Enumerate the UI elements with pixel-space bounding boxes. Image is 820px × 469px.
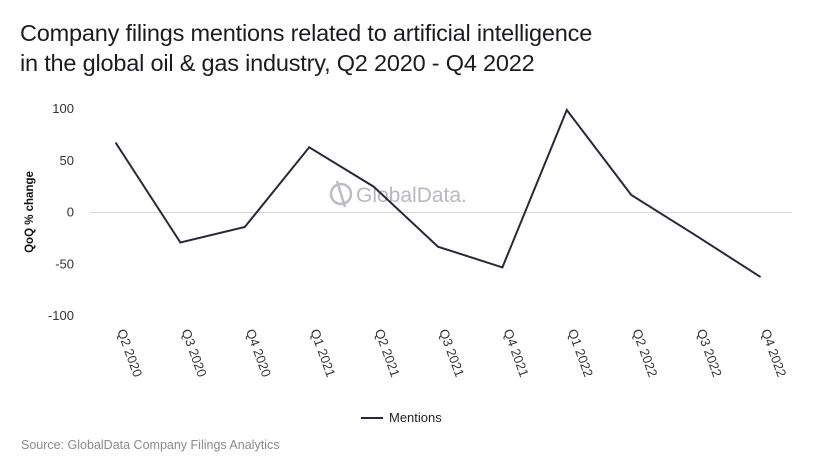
x-tick-label: Q3 2021 — [436, 327, 467, 379]
data-point — [565, 109, 568, 111]
legend-label-mentions: Mentions — [389, 410, 442, 425]
y-tick-label: 100 — [52, 101, 74, 116]
y-axis-label: QoQ % change — [24, 171, 36, 253]
legend-swatch-mentions — [361, 416, 383, 419]
x-tick-label: Q3 2022 — [694, 327, 725, 379]
x-tick-label: Q1 2022 — [565, 327, 596, 379]
chart-title-line-1: Company filings mentions related to arti… — [20, 20, 593, 46]
x-tick-label: Q2 2020 — [114, 327, 145, 379]
data-point — [759, 275, 761, 278]
x-tick-label: Q3 2020 — [179, 327, 210, 379]
data-point — [243, 226, 246, 228]
source-note: Source: GlobalData Company Filings Analy… — [21, 438, 280, 452]
x-tick-label: Q4 2021 — [501, 327, 532, 379]
x-tick-label: Q2 2021 — [372, 327, 403, 379]
globaldata-logo-icon — [329, 180, 353, 208]
data-point — [501, 266, 504, 269]
data-point — [437, 245, 439, 248]
data-point — [115, 142, 117, 145]
y-tick-label: -100 — [48, 308, 74, 323]
x-tick-label: Q2 2022 — [629, 327, 660, 379]
chart-title-line-2: in the global oil & gas industry, Q2 202… — [20, 50, 535, 76]
legend: Mentions — [361, 410, 442, 425]
y-tick-label: 50 — [60, 153, 74, 168]
watermark-text: GlobalData. — [356, 184, 467, 207]
data-point — [630, 194, 633, 196]
data-point — [308, 146, 311, 149]
chart-title: Company filings mentions related to arti… — [20, 18, 800, 78]
y-tick-label: 0 — [67, 205, 74, 220]
data-point — [372, 185, 375, 188]
x-tick-label: Q1 2021 — [307, 327, 338, 379]
x-tick-label: Q4 2022 — [758, 327, 789, 379]
x-tick-label: Q4 2020 — [243, 327, 274, 379]
data-point — [179, 241, 182, 244]
y-tick-label: -50 — [55, 256, 74, 271]
globaldata-watermark: GlobalData. — [329, 180, 467, 208]
data-point — [694, 234, 697, 237]
